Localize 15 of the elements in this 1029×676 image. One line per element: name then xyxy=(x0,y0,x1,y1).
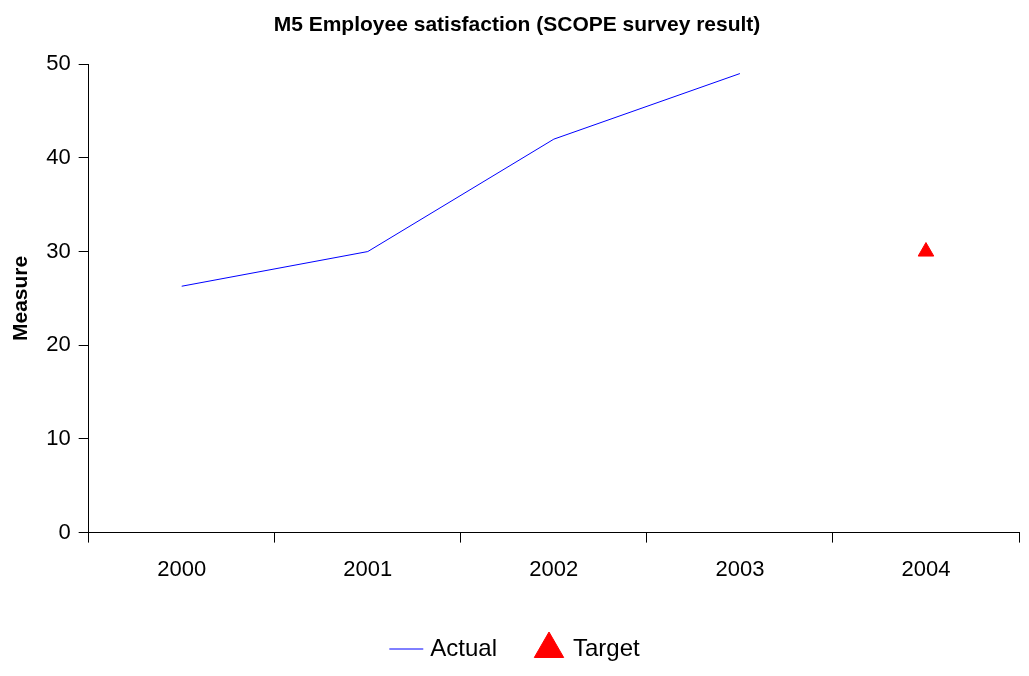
legend-label: Target xyxy=(573,633,641,661)
y-tick-label: 40 xyxy=(46,143,71,169)
y-tick-label: 20 xyxy=(46,331,71,357)
y-tick-label: 50 xyxy=(46,50,71,76)
x-tick-label: 2000 xyxy=(157,555,207,581)
x-tick-label: 2002 xyxy=(529,555,579,581)
x-tick-label: 2003 xyxy=(715,555,765,581)
legend-label: Actual xyxy=(430,633,497,661)
chart-title: M5 Employee satisfaction (SCOPE survey result) xyxy=(273,12,761,36)
y-tick-label: 30 xyxy=(46,237,71,263)
y-tick-label: 10 xyxy=(46,424,71,450)
y-axis-title: Measure xyxy=(8,255,32,342)
x-tick-label: 2001 xyxy=(343,555,393,581)
y-tick-label: 0 xyxy=(58,518,71,544)
x-tick-label: 2004 xyxy=(901,555,951,581)
